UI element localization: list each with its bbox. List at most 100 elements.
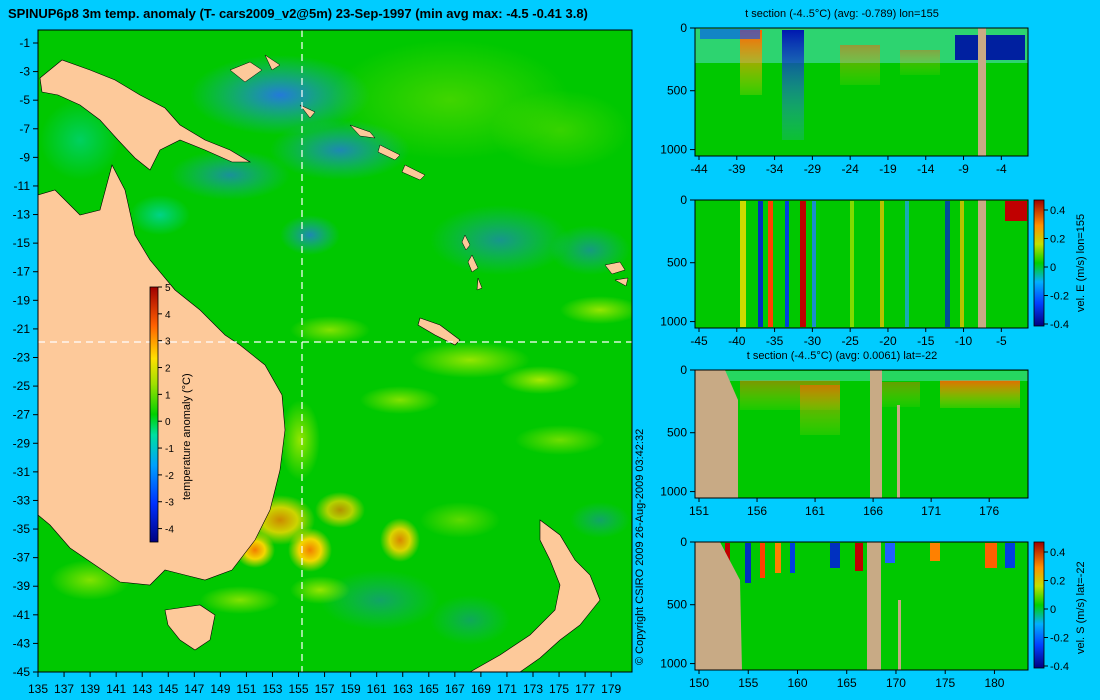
lon-tick-label: 161 xyxy=(367,682,387,696)
map-frame xyxy=(37,29,633,673)
lat-tick-label: -9 xyxy=(19,150,30,164)
colorbar-tick-label: 0.4 xyxy=(1050,547,1065,559)
lat-tick-label: -25 xyxy=(13,379,31,393)
lat-tick-label: -31 xyxy=(13,465,31,479)
map-colorbar: 5 4 3 2 1 0 -1 -2 -3 -4 temperature anomaly (°C) xyxy=(149,283,193,543)
lon-tick-label: 173 xyxy=(523,682,543,696)
colorbar-tick-label: 4 xyxy=(165,310,171,321)
figure-title: SPINUP6p8 3m temp. anomaly (T- cars2009_… xyxy=(8,6,588,21)
lat-tick-label: -3 xyxy=(19,65,30,79)
depth-tick-label: 500 xyxy=(667,256,687,270)
lat-tick-label: -5 xyxy=(19,93,30,107)
x-tick-label: 156 xyxy=(747,504,767,518)
section-panel-3: t section (-4..5°C) (avg: 0.0061) lat=-2… xyxy=(660,350,1029,518)
depth-tick-label: 1000 xyxy=(660,485,687,499)
depth-tick-label: 500 xyxy=(667,84,687,98)
x-tick-label: 150 xyxy=(689,676,709,690)
land-new-zealand xyxy=(469,519,601,672)
x-tick-label: 176 xyxy=(979,504,999,518)
x-tick-label: -30 xyxy=(804,334,822,348)
colorbar-tick-label: 0 xyxy=(1050,604,1056,616)
x-tick-label: 166 xyxy=(863,504,883,518)
lat-tick-label: -27 xyxy=(13,408,31,422)
lat-tick-label: -19 xyxy=(13,293,31,307)
x-tick-label: 151 xyxy=(689,504,709,518)
colorbar-vel-s xyxy=(1033,541,1045,669)
lon-tick-label: 153 xyxy=(262,682,282,696)
x-tick-label: -20 xyxy=(879,334,897,348)
lon-tick-label: 155 xyxy=(289,682,309,696)
lon-tick-label: 175 xyxy=(549,682,569,696)
colorbar-tick-label: 2 xyxy=(165,364,171,375)
x-tick-label: -10 xyxy=(955,334,973,348)
lat-tick-label: -33 xyxy=(13,493,31,507)
depth-tick-label: 0 xyxy=(680,363,687,377)
lon-tick-label: 171 xyxy=(497,682,517,696)
lat-tick-label: -43 xyxy=(13,636,31,650)
land-vanuatu xyxy=(461,234,483,291)
depth-tick-label: 0 xyxy=(680,21,687,35)
colorbar-tick-label: 0 xyxy=(1050,262,1056,274)
copyright-text: © Copyright CSIRO 2009 26-Aug-2009 03:42… xyxy=(634,429,646,665)
land-fiji xyxy=(604,261,629,287)
colorbar-label: vel. E (m/s) lon=155 xyxy=(1075,214,1087,312)
colorbar-tick-label: 0 xyxy=(165,417,171,428)
x-tick-label: -25 xyxy=(841,334,859,348)
map-panel xyxy=(38,30,632,672)
colorbar-tick-label: 1 xyxy=(165,390,171,401)
lon-tick-label: 165 xyxy=(419,682,439,696)
section-panel-2: vel. E (m/s) lon=155 0 500 1000-45 -40 -35 -3… xyxy=(660,193,1087,348)
lon-tick-label: 151 xyxy=(236,682,256,696)
lat-tick-label: -17 xyxy=(13,265,31,279)
x-tick-label: -5 xyxy=(996,334,1007,348)
lon-tick-label: 159 xyxy=(341,682,361,696)
lon-tick-label: 137 xyxy=(54,682,74,696)
lat-tick-label: -23 xyxy=(13,351,31,365)
colorbar-tick-label: -0.2 xyxy=(1050,633,1069,645)
land-australia xyxy=(38,164,286,586)
lon-tick-label: 177 xyxy=(575,682,595,696)
x-tick-label: 165 xyxy=(837,676,857,690)
x-tick-label: -24 xyxy=(841,162,859,176)
x-tick-label: -9 xyxy=(958,162,969,176)
colorbar-tick-label: 0.4 xyxy=(1050,205,1065,217)
x-tick-label: 155 xyxy=(738,676,758,690)
colorbar-tick-label: -4 xyxy=(165,525,174,536)
colorbar-tick-label: 5 xyxy=(165,283,171,294)
lat-tick-label: -1 xyxy=(19,36,30,50)
x-tick-label: -35 xyxy=(766,334,784,348)
lon-tick-label: 167 xyxy=(445,682,465,696)
section-panel-1: t section (-4..5°C) (avg: -0.789) lon=15… xyxy=(660,8,1029,176)
lon-tick-label: 157 xyxy=(315,682,335,696)
depth-tick-label: 500 xyxy=(667,426,687,440)
land-tasmania xyxy=(164,604,216,651)
lon-tick-label: 169 xyxy=(471,682,491,696)
colorbar-temp xyxy=(149,286,159,543)
lat-tick-label: -45 xyxy=(13,665,31,679)
x-tick-label: -40 xyxy=(728,334,746,348)
colorbar-vel-e xyxy=(1033,199,1045,327)
lat-tick-label: -39 xyxy=(13,579,31,593)
x-tick-label: -39 xyxy=(728,162,746,176)
lon-tick-label: 145 xyxy=(158,682,178,696)
lat-tick-label: -7 xyxy=(19,122,30,136)
lat-tick-label: -11 xyxy=(14,179,31,193)
panel-title: t section (-4..5°C) (avg: -0.789) lon=15… xyxy=(745,8,939,20)
colorbar-label: temperature anomaly (°C) xyxy=(181,373,193,500)
lat-tick-label: -37 xyxy=(13,551,31,565)
lat-tick-label: -29 xyxy=(13,436,31,450)
x-tick-label: 180 xyxy=(984,676,1004,690)
x-tick-label: 160 xyxy=(787,676,807,690)
lat-tick-label: -35 xyxy=(13,522,31,536)
lon-tick-label: 179 xyxy=(601,682,621,696)
depth-tick-label: 1000 xyxy=(660,315,687,329)
colorbar-tick-label: -0.2 xyxy=(1050,291,1069,303)
x-tick-label: 161 xyxy=(805,504,825,518)
lon-tick-label: 143 xyxy=(132,682,152,696)
x-tick-label: -4 xyxy=(996,162,1007,176)
depth-tick-label: 0 xyxy=(680,193,687,207)
colorbar-tick-label: 3 xyxy=(165,337,171,348)
land-solomon-islands xyxy=(299,104,426,181)
depth-tick-label: 500 xyxy=(667,598,687,612)
